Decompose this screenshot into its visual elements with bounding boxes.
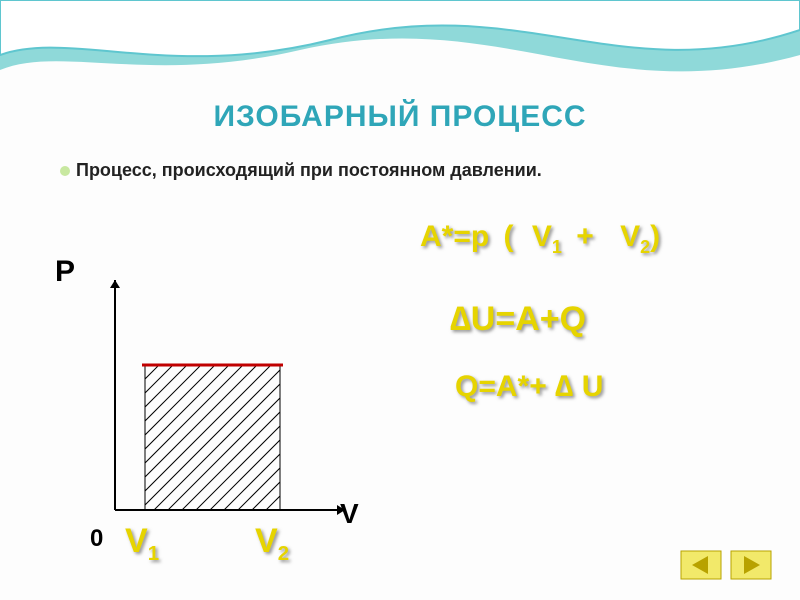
formula-work: A*=р ( V1 + V2) — [420, 220, 660, 258]
slide-title: ИЗОБАРНЫЙ ПРОЦЕСС — [0, 100, 800, 134]
tick-label-v2: V2 — [255, 522, 289, 566]
axis-label-v: V — [340, 498, 359, 530]
bullet-icon — [60, 166, 70, 176]
pv-chart — [85, 270, 355, 540]
wave-background — [0, 0, 800, 110]
formula-internal-energy: ∆U=A+Q — [450, 300, 586, 339]
wave-front — [0, 0, 800, 56]
definition-line: Процесс, происходящий при постоянном дав… — [60, 160, 542, 181]
tick-label-v1: V1 — [125, 522, 159, 566]
axis-label-p: P — [55, 255, 75, 289]
nav-prev-button[interactable] — [680, 550, 722, 580]
nav-next-button[interactable] — [730, 550, 772, 580]
axis-origin-label: 0 — [90, 525, 103, 553]
formula-heat: Q=A*+ ∆ U — [455, 370, 603, 404]
definition-text: Процесс, происходящий при постоянном дав… — [76, 160, 542, 180]
